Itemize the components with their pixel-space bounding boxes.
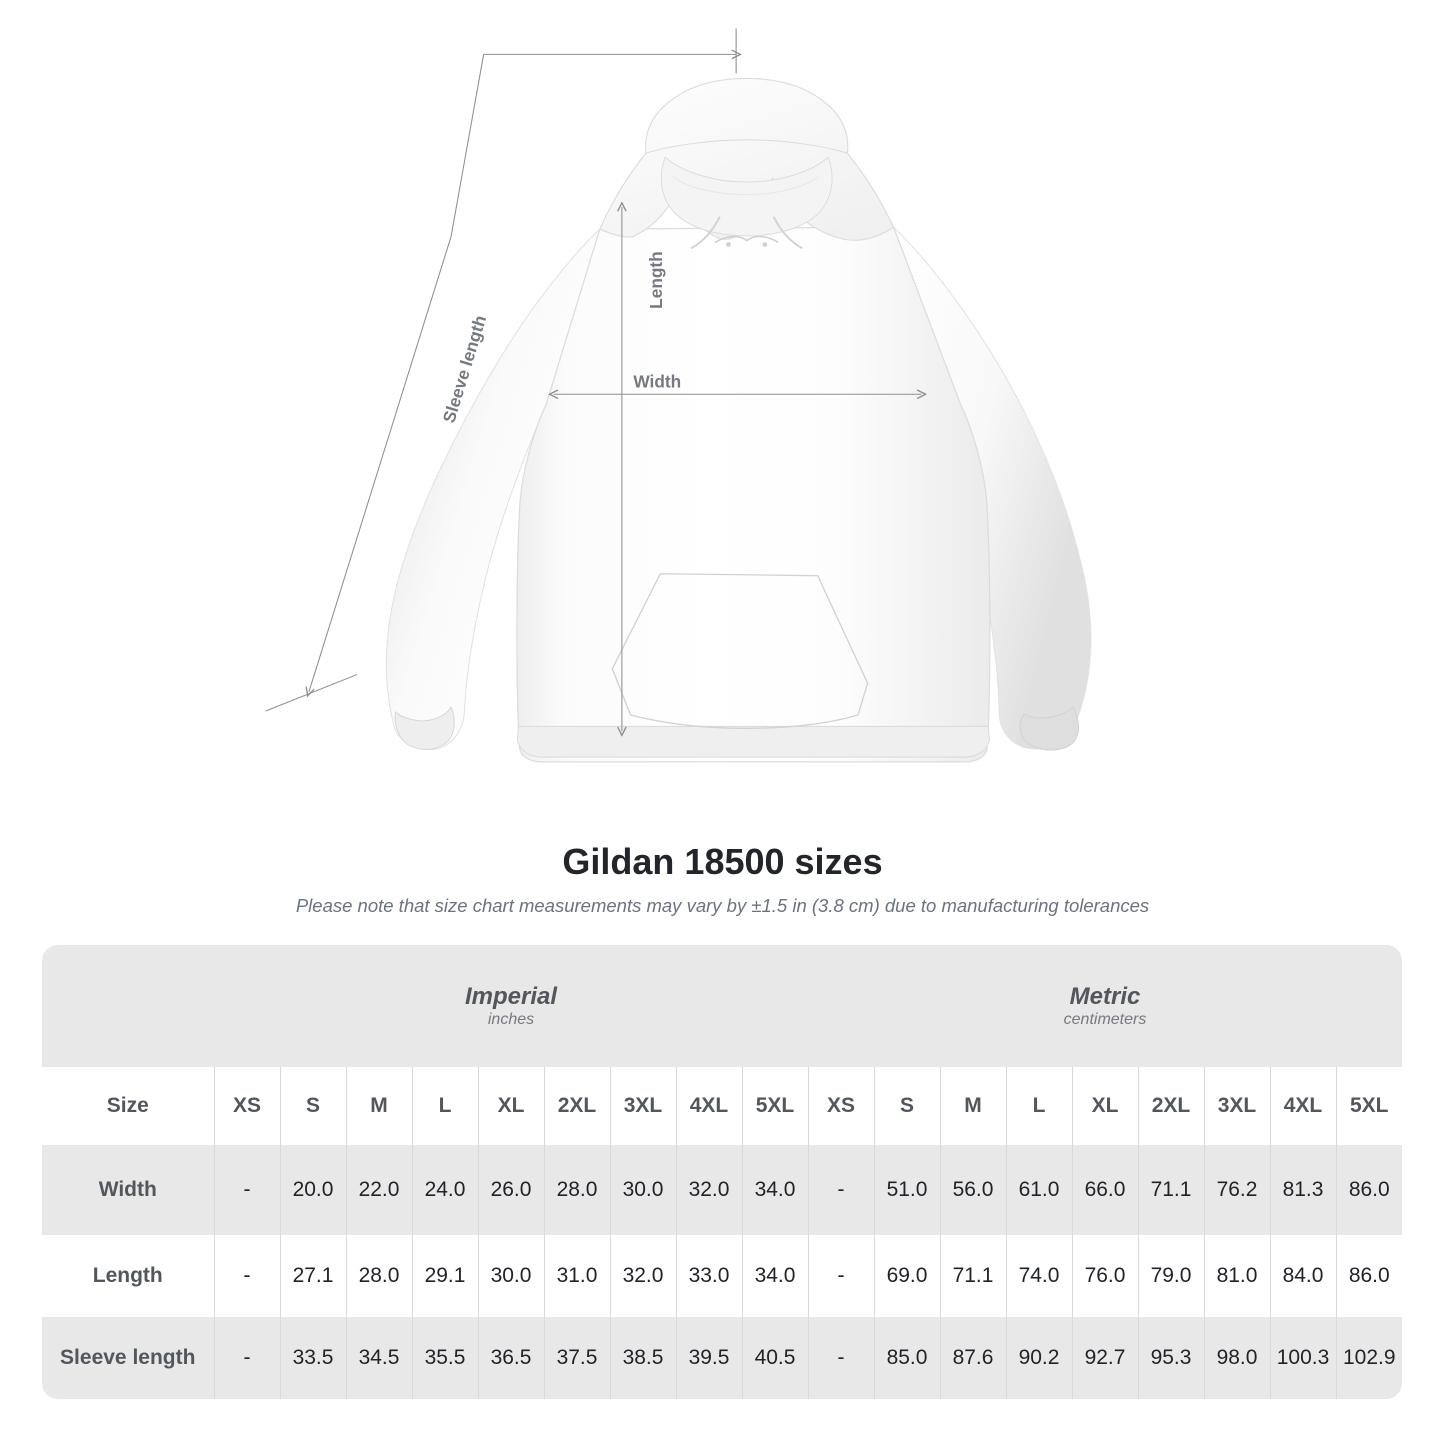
svg-text:Length: Length bbox=[646, 251, 666, 309]
svg-text:Sleeve length: Sleeve length bbox=[439, 313, 491, 425]
svg-text:Width: Width bbox=[633, 372, 681, 392]
